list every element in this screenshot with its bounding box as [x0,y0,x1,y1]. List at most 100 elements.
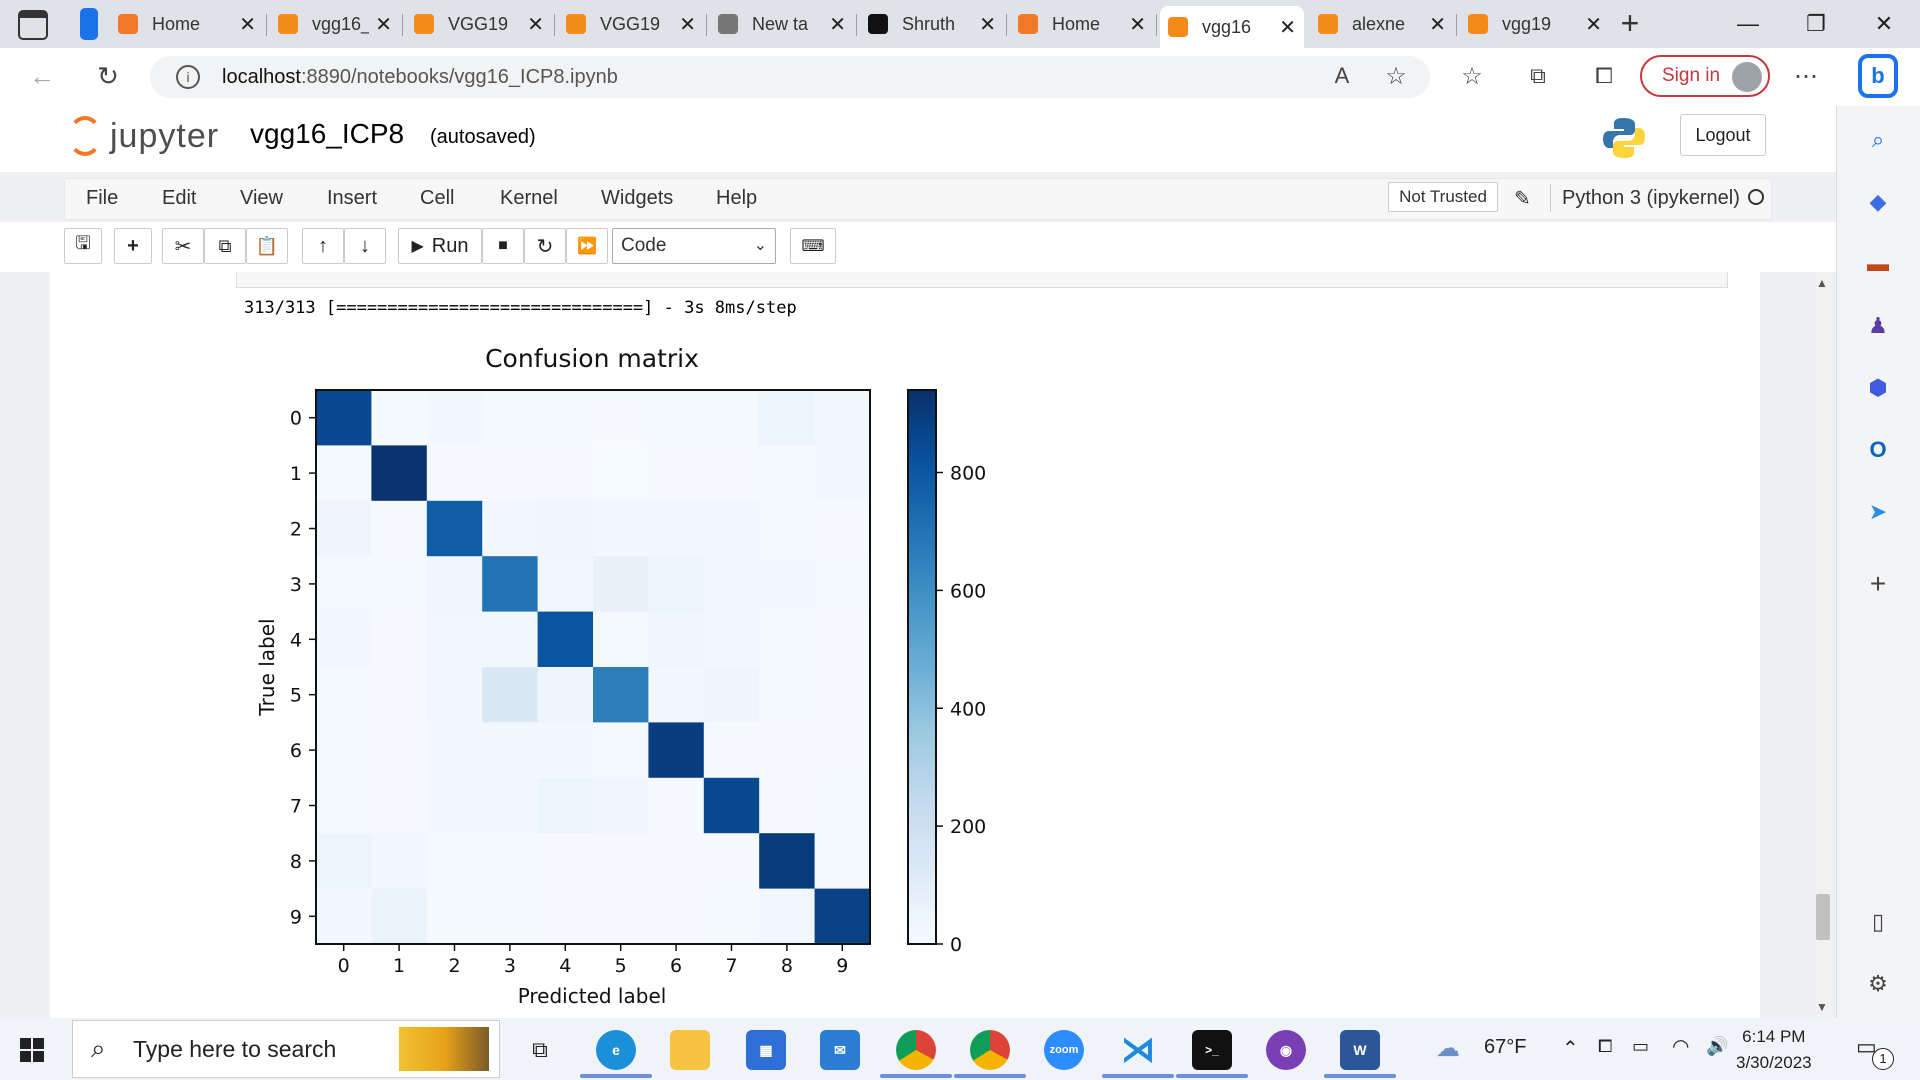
kernel-name[interactable]: Python 3 (ipykernel) [1562,187,1740,209]
menu-edit[interactable]: Edit [162,187,197,209]
taskbar-clock[interactable]: 6:14 PM 3/30/2023 [1736,1024,1812,1076]
taskbar-search-field[interactable]: ⌕ Type here to search [72,1020,500,1078]
refresh-button[interactable]: ↻ [97,60,119,91]
minimize-button[interactable]: — [1737,11,1759,36]
weather-icon[interactable]: ☁ [1436,1035,1460,1062]
browser-tab[interactable]: Home ✕ [1010,6,1154,42]
add-sidebar-app-icon[interactable]: + [1869,568,1887,599]
notebook-title[interactable]: vgg16_ICP8 [250,118,405,149]
site-info-icon[interactable]: i [176,65,200,89]
tab-close-icon[interactable]: ✕ [527,13,544,36]
tab-close-icon[interactable]: ✕ [979,13,996,36]
word-app-icon[interactable]: W [1340,1030,1380,1070]
browser-tab[interactable]: vgg19 ✕ [1460,6,1610,42]
meet-now-icon[interactable]: ⧠ [1598,1036,1613,1056]
tools-icon[interactable]: ▬ [1867,251,1889,276]
menu-help[interactable]: Help [716,187,758,209]
terminal-app-icon[interactable]: >_ [1192,1030,1232,1070]
menu-insert[interactable]: Insert [327,187,378,209]
menu-kernel[interactable]: Kernel [500,187,558,209]
wifi-icon[interactable]: ◠ [1672,1036,1690,1058]
restore-button[interactable]: ❐ [1806,11,1826,36]
browser-tab[interactable]: VGG19 ✕ [558,6,704,42]
close-window-button[interactable]: ✕ [1874,11,1894,36]
browser-tab[interactable]: Shruth ✕ [860,6,1004,42]
previous-cell-edge[interactable] [236,272,1728,288]
tab-close-icon[interactable]: ✕ [1279,16,1296,39]
tab-close-icon[interactable]: ✕ [679,13,696,36]
favorites-icon[interactable]: ☆ [1461,62,1483,90]
windows-start-icon[interactable] [20,1038,44,1062]
settings-gear-icon[interactable]: ⚙ [1868,971,1888,996]
cut-button[interactable]: ✂ [162,228,204,264]
vscode-app-icon[interactable]: ⋊ [1121,1031,1155,1069]
scroll-thumb[interactable] [1816,894,1830,940]
sign-in-button[interactable]: Sign in [1640,55,1770,97]
tab-close-icon[interactable]: ✕ [239,13,256,36]
send-icon[interactable]: ➤ [1868,499,1888,524]
github-desktop-icon[interactable]: ◉ [1266,1030,1306,1070]
bing-copilot-icon[interactable]: b [1858,54,1898,98]
more-menu-icon[interactable]: ⋯ [1794,62,1818,90]
tab-close-icon[interactable]: ✕ [1429,13,1446,36]
edit-pencil-icon[interactable]: ✎ [1514,188,1531,210]
trust-status-button[interactable]: Not Trusted [1388,182,1498,212]
command-palette-button[interactable]: ⌨ [790,228,836,264]
shopping-tag-icon[interactable]: ◆ [1869,189,1887,214]
save-button[interactable]: 🖫 [64,228,102,264]
browser-tab[interactable]: Home ✕ [110,6,264,42]
browser-tab[interactable]: VGG19 ✕ [406,6,552,42]
read-aloud-icon[interactable]: A [1334,63,1350,88]
jupyter-logo[interactable]: jupyter [68,116,219,156]
notification-center-icon[interactable]: ▭ [1856,1034,1877,1059]
move-down-button[interactable]: ↓ [344,228,386,264]
tab-actions-icon[interactable] [18,10,48,40]
menu-cell[interactable]: Cell [420,187,455,209]
restart-run-all-button[interactable]: ⏩ [566,228,608,264]
interrupt-button[interactable]: ■ [482,228,524,264]
scroll-up-icon[interactable]: ▲ [1816,276,1828,290]
menu-view[interactable]: View [240,187,283,209]
scroll-down-icon[interactable]: ▼ [1816,1000,1828,1014]
outlook-icon[interactable]: O [1869,437,1887,462]
search-icon[interactable]: ⌕ [1871,127,1885,152]
browser-tab[interactable]: vgg16_ ✕ [270,6,400,42]
battery-icon[interactable]: ▭ [1632,1036,1650,1056]
copy-button[interactable]: ⧉ [204,228,246,264]
volume-icon[interactable]: 🔊 [1706,1036,1729,1056]
extensions-icon[interactable]: ⧠ [1595,63,1613,88]
tab-close-icon[interactable]: ✕ [1585,13,1602,36]
cell-type-select[interactable]: Code ⌄ [612,228,776,264]
tab-close-icon[interactable]: ✕ [1129,13,1146,36]
workspaces-icon[interactable] [80,8,98,40]
insert-cell-button[interactable]: + [114,228,152,264]
chrome-profile-2-icon[interactable] [970,1030,1010,1070]
games-icon[interactable]: ♟ [1868,313,1888,338]
browser-tab[interactable]: New ta ✕ [710,6,854,42]
browser-tab[interactable]: vgg16 ✕ [1160,6,1304,48]
new-tab-button[interactable]: + [1620,5,1640,41]
mail-app-icon[interactable]: ✉ [820,1030,860,1070]
hide-sidebar-icon[interactable]: ▯ [1871,909,1885,934]
run-button[interactable]: ▶ Run [398,228,482,264]
zoom-app-icon[interactable]: zoom [1044,1030,1084,1070]
edge-app-icon[interactable]: e [596,1030,636,1070]
chrome-profile-1-icon[interactable] [896,1030,936,1070]
collections-icon[interactable]: ⧉ [1530,63,1546,88]
logout-button[interactable]: Logout [1680,114,1766,156]
move-up-button[interactable]: ↑ [302,228,344,264]
task-view-icon[interactable]: ⧉ [532,1037,548,1062]
menu-widgets[interactable]: Widgets [601,187,674,209]
add-favorite-icon[interactable]: ☆ [1385,62,1407,90]
back-button[interactable]: ← [29,60,55,91]
file-explorer-icon[interactable] [670,1030,710,1070]
tab-close-icon[interactable]: ✕ [829,13,846,36]
tab-close-icon[interactable]: ✕ [375,13,392,36]
menu-file[interactable]: File [86,187,119,209]
show-hidden-icons-icon[interactable]: ⌃ [1562,1038,1579,1060]
weather-temperature[interactable]: 67°F [1484,1036,1527,1058]
microsoft-store-icon[interactable]: ▦ [746,1030,786,1070]
restart-kernel-button[interactable]: ↻ [524,228,566,264]
browser-tab[interactable]: alexne ✕ [1310,6,1454,42]
url-field[interactable]: i localhost:8890/notebooks/vgg16_ICP8.ip… [150,56,1430,98]
